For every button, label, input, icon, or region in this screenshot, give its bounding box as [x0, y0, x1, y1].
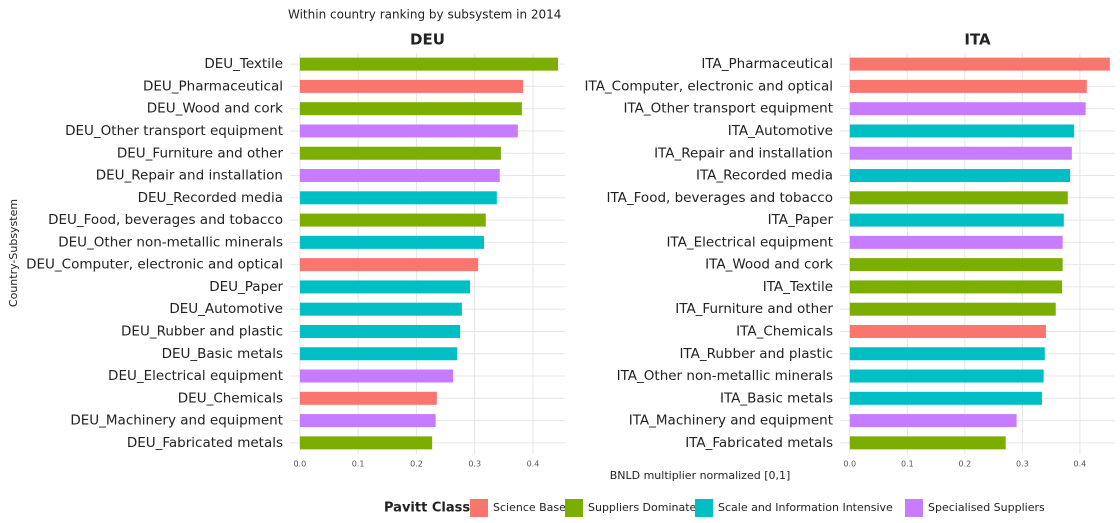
y-tick-label: ITA_Computer, electronic and optical — [585, 78, 833, 94]
y-tick-label: ITA_Food, beverages and tobacco — [606, 190, 833, 206]
y-tick-label: ITA_Automotive — [728, 123, 833, 139]
y-tick-label: ITA_Chemicals — [736, 323, 833, 339]
y-tick-label: DEU_Recorded media — [138, 190, 283, 206]
y-tick-label: ITA_Pharmaceutical — [701, 56, 833, 72]
bar — [299, 235, 485, 249]
bar — [849, 258, 1063, 272]
legend-label: Specialised Suppliers — [928, 501, 1045, 514]
y-tick-label: DEU_Fabricated metals — [127, 435, 283, 451]
bar — [299, 280, 471, 294]
y-tick-label: DEU_Other non-metallic minerals — [58, 234, 283, 250]
facet-title: ITA — [964, 31, 991, 49]
y-tick-label: ITA_Machinery and equipment — [629, 413, 833, 429]
bar — [849, 235, 1063, 249]
y-tick-label: ITA_Textile — [763, 279, 833, 295]
y-tick-label: DEU_Machinery and equipment — [70, 413, 283, 429]
bar — [849, 146, 1072, 160]
y-tick-label: ITA_Furniture and other — [675, 301, 833, 317]
y-tick-label: DEU_Basic metals — [162, 346, 283, 362]
legend-swatch — [565, 499, 583, 517]
y-tick-label: ITA_Rubber and plastic — [679, 346, 833, 362]
bar — [299, 79, 524, 93]
bar — [299, 169, 500, 183]
y-tick-label: DEU_Computer, electronic and optical — [26, 257, 283, 273]
bar — [299, 369, 454, 383]
bar — [849, 191, 1068, 205]
y-tick-label: DEU_Repair and installation — [96, 168, 283, 184]
y-tick-label: ITA_Wood and cork — [705, 257, 833, 273]
bar — [849, 391, 1042, 405]
legend-swatch — [905, 499, 923, 517]
x-tick-label: 0.4 — [527, 460, 540, 469]
y-axis-label: Country-Subsystem — [7, 199, 20, 307]
bar — [849, 369, 1044, 383]
y-tick-label: DEU_Wood and cork — [147, 101, 283, 117]
legend-label: Science Based — [493, 501, 573, 514]
bar — [849, 102, 1086, 116]
legend-swatch — [695, 499, 713, 517]
x-tick-label: 0.2 — [958, 460, 971, 469]
y-tick-label: DEU_Food, beverages and tobacco — [48, 212, 283, 228]
facet-title: DEU — [410, 31, 445, 49]
bar — [849, 79, 1087, 93]
x-tick-label: 0.0 — [294, 460, 307, 469]
bar — [849, 169, 1071, 183]
y-tick-label: DEU_Other transport equipment — [65, 123, 283, 139]
y-tick-label: DEU_Automotive — [169, 301, 283, 317]
legend-swatch — [470, 499, 488, 517]
y-tick-label: ITA_Fabricated metals — [685, 435, 833, 451]
x-tick-label: 0.3 — [468, 460, 481, 469]
bar — [849, 280, 1063, 294]
y-tick-label: DEU_Textile — [204, 56, 283, 72]
bar — [299, 57, 559, 71]
chart-title: Within country ranking by subsystem in 2… — [288, 8, 561, 22]
bar — [849, 213, 1064, 227]
bar — [299, 191, 497, 205]
bar — [299, 436, 433, 450]
y-tick-label: DEU_Paper — [209, 279, 283, 295]
bar — [299, 213, 486, 227]
x-axis-label: BNLD multiplier normalized [0,1] — [610, 469, 791, 482]
bar — [299, 258, 479, 272]
x-tick-label: 0.0 — [843, 460, 856, 469]
y-tick-label: ITA_Basic metals — [720, 390, 833, 406]
x-tick-label: 0.1 — [352, 460, 365, 469]
bar — [299, 347, 458, 361]
bar — [299, 102, 522, 116]
legend-label: Suppliers Dominated — [588, 501, 703, 514]
bar — [299, 124, 518, 138]
x-tick-label: 0.1 — [901, 460, 914, 469]
bar — [299, 391, 437, 405]
y-tick-label: ITA_Other transport equipment — [623, 101, 833, 117]
bar — [849, 414, 1017, 428]
bar — [849, 302, 1056, 316]
x-tick-label: 0.2 — [410, 460, 423, 469]
y-tick-label: ITA_Electrical equipment — [666, 234, 833, 250]
x-tick-label: 0.3 — [1016, 460, 1029, 469]
y-tick-label: ITA_Repair and installation — [654, 145, 833, 161]
bar — [299, 146, 501, 160]
legend-title: Pavitt Class — [384, 501, 470, 516]
bar — [849, 436, 1006, 450]
y-tick-label: DEU_Furniture and other — [117, 145, 284, 161]
y-tick-label: DEU_Pharmaceutical — [143, 78, 283, 94]
x-tick-label: 0.4 — [1074, 460, 1087, 469]
y-tick-label: ITA_Paper — [768, 212, 834, 228]
bar — [299, 302, 462, 316]
y-tick-label: ITA_Other non-metallic minerals — [617, 368, 833, 384]
y-tick-label: DEU_Chemicals — [178, 390, 283, 406]
y-tick-label: DEU_Rubber and plastic — [121, 323, 283, 339]
bar — [849, 57, 1110, 71]
legend-label: Scale and Information Intensive — [718, 501, 893, 514]
y-tick-label: ITA_Recorded media — [696, 168, 833, 184]
bar — [849, 124, 1075, 138]
bar — [849, 347, 1045, 361]
bar — [299, 324, 461, 338]
y-tick-label: DEU_Electrical equipment — [108, 368, 283, 384]
bar — [849, 324, 1046, 338]
bar — [299, 414, 436, 428]
